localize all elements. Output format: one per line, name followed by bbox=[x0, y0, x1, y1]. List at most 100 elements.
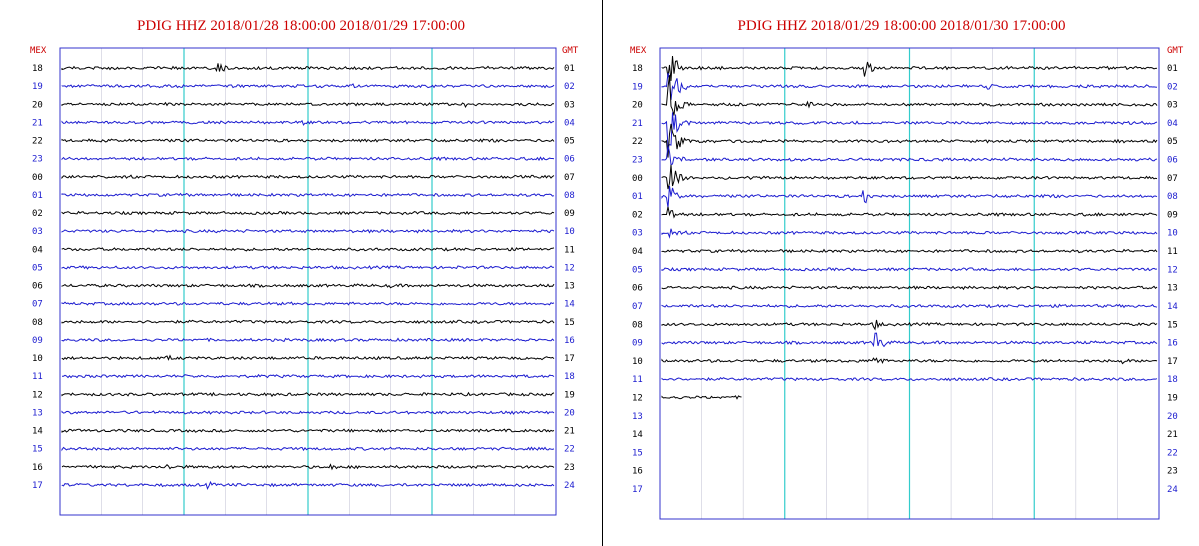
left-hour-label: 18 bbox=[632, 64, 643, 74]
trace-row bbox=[661, 228, 1158, 239]
left-hour-label: 09 bbox=[32, 336, 43, 346]
trace-row bbox=[661, 185, 1158, 208]
trace-row bbox=[661, 164, 1158, 190]
trace-row bbox=[61, 138, 555, 143]
trace-row bbox=[61, 192, 555, 198]
right-hour-label: 09 bbox=[564, 209, 575, 219]
trace-row bbox=[61, 210, 555, 216]
right-hour-label: 13 bbox=[564, 282, 575, 292]
right-hour-label: 02 bbox=[564, 82, 575, 92]
trace-row bbox=[61, 283, 555, 289]
left-hour-label: 12 bbox=[32, 390, 43, 400]
helicorder-plot: 18 01 19 02 20 03 21 04 22 05 23 06 00 07 01 08 02 09 03 10… bbox=[32, 47, 575, 516]
right-hour-label: 11 bbox=[1167, 247, 1178, 257]
trace-row bbox=[661, 72, 1158, 100]
right-hour-label: 05 bbox=[564, 137, 575, 147]
left-hour-label: 02 bbox=[32, 209, 43, 219]
left-hour-label: 20 bbox=[632, 101, 643, 111]
trace-row bbox=[661, 319, 1158, 331]
left-hour-label: 11 bbox=[32, 372, 43, 382]
left-hour-label: 13 bbox=[632, 412, 643, 422]
trace-row bbox=[661, 248, 1158, 254]
left-hour-label: 12 bbox=[632, 393, 643, 403]
trace-row bbox=[661, 123, 1158, 158]
right-hour-label: 07 bbox=[1167, 174, 1178, 184]
left-hour-label: 01 bbox=[32, 191, 43, 201]
right-hour-label: 17 bbox=[564, 354, 575, 364]
right-hour-label: 23 bbox=[564, 463, 575, 473]
right-hour-label: 05 bbox=[1167, 137, 1178, 147]
trace-row bbox=[61, 228, 555, 234]
left-hour-label: 08 bbox=[632, 320, 643, 330]
trace-row bbox=[661, 206, 1158, 219]
right-hour-label: 03 bbox=[1167, 101, 1178, 111]
plot-frame bbox=[659, 47, 1160, 520]
left-hour-label: 03 bbox=[32, 227, 43, 237]
trace-row bbox=[61, 156, 555, 162]
right-hour-label: 24 bbox=[1167, 485, 1178, 495]
right-hour-label: 19 bbox=[564, 390, 575, 400]
right-hour-label: 09 bbox=[1167, 210, 1178, 220]
left-hour-label: 05 bbox=[32, 263, 43, 273]
trace-row bbox=[61, 354, 555, 361]
panel-title: PDIG HHZ 2018/01/28 18:00:00 2018/01/29 … bbox=[137, 18, 465, 34]
trace-row bbox=[661, 112, 1158, 148]
trace-row bbox=[61, 174, 555, 180]
trace-row bbox=[61, 480, 555, 491]
trace-row bbox=[661, 75, 1158, 116]
right-hour-label: 18 bbox=[564, 372, 575, 382]
left-hour-label: 18 bbox=[32, 64, 43, 74]
left-hour-label: 14 bbox=[632, 430, 643, 440]
trace-row bbox=[661, 55, 1158, 81]
left-hour-label: 17 bbox=[632, 485, 643, 495]
right-axis-header: GMT bbox=[1167, 46, 1184, 56]
left-hour-label: 20 bbox=[32, 100, 43, 110]
left-hour-label: 15 bbox=[32, 445, 43, 455]
right-hour-label: 07 bbox=[564, 173, 575, 183]
trace-row bbox=[61, 319, 555, 324]
left-hour-label: 21 bbox=[32, 118, 43, 128]
right-hour-label: 04 bbox=[564, 118, 575, 128]
left-hour-label: 07 bbox=[32, 300, 43, 310]
right-hour-label: 04 bbox=[1167, 119, 1178, 129]
right-hour-label: 14 bbox=[564, 300, 575, 310]
right-hour-label: 13 bbox=[1167, 284, 1178, 294]
left-hour-label: 05 bbox=[632, 265, 643, 275]
helicorder-plot: 18 01 19 02 20 03 21 04 22 05 23 06 00 07 01 08 02 09 03 10… bbox=[632, 47, 1178, 520]
right-hour-label: 03 bbox=[564, 100, 575, 110]
left-hour-label: 22 bbox=[632, 137, 643, 147]
trace-row bbox=[61, 446, 555, 452]
left-hour-label: 00 bbox=[32, 173, 43, 183]
left-hour-label: 22 bbox=[32, 137, 43, 147]
left-hour-label: 06 bbox=[32, 282, 43, 292]
trace-row bbox=[61, 265, 555, 270]
right-hour-label: 17 bbox=[1167, 357, 1178, 367]
trace-row bbox=[661, 376, 1158, 382]
right-hour-label: 02 bbox=[1167, 82, 1178, 92]
left-hour-label: 14 bbox=[32, 427, 43, 437]
left-hour-label: 15 bbox=[632, 448, 643, 458]
right-hour-label: 16 bbox=[564, 336, 575, 346]
left-hour-label: 06 bbox=[632, 284, 643, 294]
trace-row bbox=[61, 391, 555, 398]
plot-frame bbox=[59, 47, 557, 516]
left-axis-header: MEX bbox=[630, 46, 647, 56]
left-hour-label: 02 bbox=[632, 210, 643, 220]
right-hour-label: 20 bbox=[1167, 412, 1178, 422]
left-hour-label: 03 bbox=[632, 229, 643, 239]
left-hour-label: 17 bbox=[32, 481, 43, 491]
helicorder-panel-right: PDIG HHZ 2018/01/29 18:00:00 2018/01/30 … bbox=[604, 0, 1199, 546]
left-hour-label: 23 bbox=[632, 156, 643, 166]
trace-row bbox=[661, 395, 742, 400]
left-hour-label: 23 bbox=[32, 155, 43, 165]
right-hour-label: 15 bbox=[1167, 320, 1178, 330]
right-hour-label: 01 bbox=[564, 64, 575, 74]
panel-title: PDIG HHZ 2018/01/29 18:00:00 2018/01/30 … bbox=[737, 18, 1066, 34]
left-hour-label: 04 bbox=[32, 245, 43, 255]
trace-row bbox=[61, 428, 555, 433]
trace-row bbox=[661, 357, 1158, 365]
right-hour-label: 12 bbox=[564, 263, 575, 273]
right-hour-label: 22 bbox=[1167, 448, 1178, 458]
right-hour-label: 01 bbox=[1167, 64, 1178, 74]
trace-row bbox=[61, 119, 555, 126]
